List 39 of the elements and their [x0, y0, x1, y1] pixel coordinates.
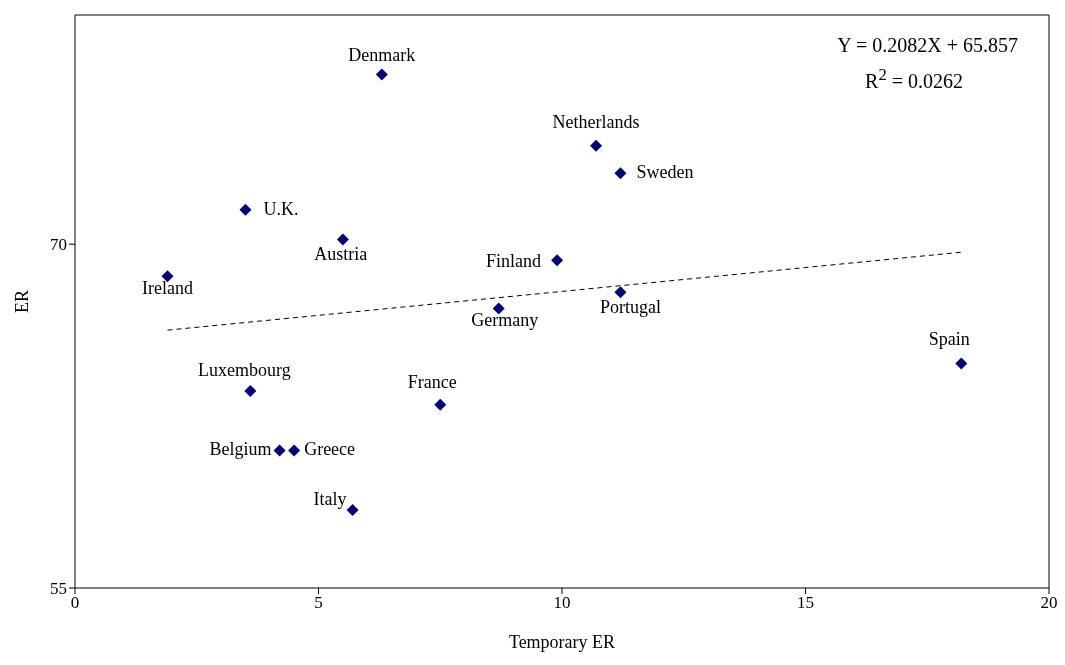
- annotation: U.K.: [263, 198, 299, 219]
- x-tick-label: 10: [553, 593, 571, 613]
- y-axis-title: ER: [12, 289, 33, 314]
- point: [336, 233, 349, 246]
- annotation: Finland: [486, 251, 542, 272]
- annotation: Germany: [471, 310, 539, 331]
- annotation: Denmark: [348, 44, 416, 65]
- annotation: France: [407, 371, 457, 392]
- point: [590, 139, 603, 152]
- point: [551, 254, 564, 267]
- point: [614, 167, 627, 180]
- annotation: Ireland: [142, 278, 194, 299]
- x-axis-title: Temporary ER: [508, 632, 616, 652]
- point: [244, 384, 257, 397]
- point: [434, 398, 447, 411]
- point: [955, 357, 968, 370]
- annotation: Greece: [304, 439, 356, 460]
- annotation: Austria: [314, 243, 368, 264]
- annotation: Y = 0.2082X + 65.857: [837, 33, 1018, 58]
- annotation: Spain: [928, 329, 970, 350]
- annotation: Portugal: [599, 297, 661, 318]
- x-tick-label: 5: [314, 593, 323, 613]
- point: [614, 286, 627, 299]
- annotation: Luxembourg: [197, 359, 291, 380]
- point: [288, 444, 301, 457]
- annotation: Italy: [313, 489, 347, 510]
- point: [346, 504, 359, 517]
- point: [273, 444, 286, 457]
- annotation: Netherlands: [552, 111, 640, 132]
- y-tick-label: 70: [50, 235, 67, 255]
- y-tick-label: 55: [50, 579, 67, 599]
- x-tick-label: 0: [70, 593, 80, 613]
- point: [375, 68, 388, 81]
- x-tick-label: 20: [1040, 593, 1058, 613]
- annotation: R$^{2}$ = 0.0262: [864, 64, 964, 94]
- annotation: Belgium: [209, 439, 272, 460]
- annotation: Sweden: [636, 162, 694, 183]
- point: [239, 203, 252, 216]
- x-tick-label: 15: [797, 593, 814, 613]
